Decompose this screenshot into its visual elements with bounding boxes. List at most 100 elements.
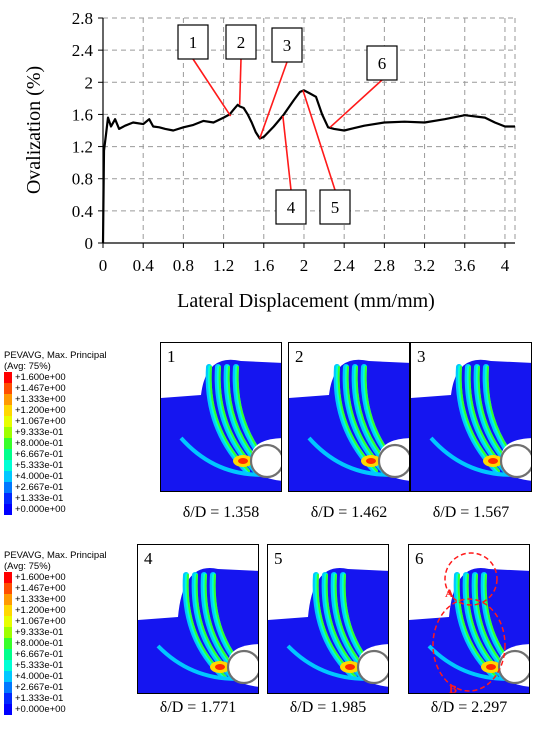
contour-panel: 2 [288, 342, 410, 492]
y-tick-label: 0 [85, 234, 94, 253]
x-tick-label: 1.2 [213, 256, 234, 275]
chart-series [101, 89, 515, 244]
panel-number: 5 [274, 549, 283, 568]
annotation-label: 6 [378, 54, 387, 73]
annotation-box [366, 45, 398, 81]
annotation-box [225, 24, 257, 60]
annotation-box [271, 27, 303, 63]
contour-panel: 3 [410, 342, 532, 492]
legend-entry: +9.333e-01 [4, 427, 154, 438]
region-circle-a [444, 552, 498, 606]
annotation-leader [329, 79, 383, 128]
legend-value: +2.667e-01 [15, 682, 64, 693]
legend-swatch [4, 394, 12, 405]
contour-panel: 1 [160, 342, 282, 492]
legend-value: +6.667e-01 [15, 449, 64, 460]
x-tick-label: 2.8 [374, 256, 395, 275]
x-tick-label: 0 [99, 256, 108, 275]
legend-swatch [4, 627, 12, 638]
panel-number: 1 [167, 347, 176, 366]
legend-entry: +5.333e-01 [4, 460, 154, 471]
legend-entry: +1.067e+00 [4, 616, 154, 627]
annotation-label: 1 [189, 33, 198, 52]
x-tick-label: 4 [501, 256, 510, 275]
y-tick-label: 0.8 [72, 170, 93, 189]
legend-title: PEVAVG, Max. Principal (Avg: 75%) [4, 550, 107, 572]
x-tick-label: 0.8 [173, 256, 194, 275]
pipe [249, 443, 281, 479]
y-axis-label: Ovalization (%) [23, 66, 45, 194]
annotation-leader [238, 58, 242, 105]
legend-entry: +0.000e+00 [4, 704, 154, 715]
legend-value: +9.333e-01 [15, 427, 64, 438]
legend-entry: +1.333e-01 [4, 693, 154, 704]
legend-swatch [4, 605, 12, 616]
legend-value: +8.000e-01 [15, 638, 64, 649]
pipe [226, 649, 258, 685]
annotation-label: 3 [283, 36, 292, 55]
legend-value: +2.667e-01 [15, 482, 64, 493]
legend-value: +1.333e-01 [15, 693, 64, 704]
annotation-leader [282, 115, 292, 191]
legend-entry: +1.200e+00 [4, 405, 154, 416]
legend-entry: +1.333e+00 [4, 594, 154, 605]
x-tick-label: 3.6 [454, 256, 475, 275]
y-tick-label: 2.4 [72, 41, 94, 60]
annotation-label: 5 [331, 198, 340, 217]
legend-title: PEVAVG, Max. Principal (Avg: 75%) [4, 350, 107, 372]
color-legend: PEVAVG, Max. Principal (Avg: 75%) +1.600e… [4, 550, 154, 715]
strain-hotspot [366, 458, 376, 464]
legend-value: +6.667e-01 [15, 649, 64, 660]
legend-entry: +6.667e-01 [4, 449, 154, 460]
chart-grid [103, 17, 516, 243]
strain-hotspot [488, 458, 498, 464]
legend-swatch [4, 572, 12, 583]
legend-value: +0.000e+00 [15, 704, 66, 715]
x-tick-label: 2.4 [334, 256, 356, 275]
legend-value: +1.067e+00 [15, 616, 66, 627]
y-tick-label: 1.2 [72, 138, 93, 157]
legend-entry: +1.333e-01 [4, 493, 154, 504]
annotation-box [275, 189, 307, 225]
contour-plot [138, 568, 258, 693]
strain-hotspot [486, 664, 496, 670]
legend-entry: +2.667e-01 [4, 682, 154, 693]
panel-number: 4 [144, 549, 153, 568]
x-tick-label: 2 [300, 256, 309, 275]
panel-caption: δ/D = 1.985 [289, 699, 367, 716]
legend-value: +0.000e+00 [15, 504, 66, 515]
chart-annotations: 1 2 3 4 5 6 [177, 24, 398, 225]
annotation-leader [259, 61, 288, 139]
legend-swatch [4, 460, 12, 471]
legend-entry: +1.600e+00 [4, 372, 154, 383]
legend-swatch [4, 405, 12, 416]
legend-value: +1.600e+00 [15, 572, 66, 583]
y-tick-label: 1.6 [72, 105, 93, 124]
legend-value: +9.333e-01 [15, 627, 64, 638]
legend-entry: +9.333e-01 [4, 627, 154, 638]
legend-swatch [4, 427, 12, 438]
legend-entry: +1.467e+00 [4, 383, 154, 394]
legend-swatch [4, 482, 12, 493]
legend-value: +5.333e-01 [15, 460, 64, 471]
legend-value: +5.333e-01 [15, 660, 64, 671]
y-tick-label: 2 [85, 73, 94, 92]
panel-caption: δ/D = 2.297 [430, 699, 508, 716]
legend-swatch [4, 438, 12, 449]
panel-caption: δ/D = 1.462 [310, 504, 388, 521]
y-tick-label: 2.8 [72, 9, 93, 28]
legend-entry: +1.333e+00 [4, 394, 154, 405]
panel-number: 2 [295, 347, 304, 366]
legend-entry: +0.000e+00 [4, 504, 154, 515]
x-axis-label: Lateral Displacement (mm/mm) [177, 290, 435, 312]
legend-value: +4.000e-01 [15, 471, 64, 482]
contour-panel: 4 [137, 544, 259, 694]
panel-caption: δ/D = 1.567 [432, 504, 510, 521]
legend-value: +1.333e+00 [15, 394, 66, 405]
annotation-leader [192, 58, 232, 117]
chart-axes: 0 0.4 0.8 1.2 1.6 2 2.4 2.8 3.2 3.6 4 0 0.4 0.8 1.2 1.6… [72, 9, 515, 275]
legend-entry: +1.600e+00 [4, 572, 154, 583]
contour-plot [289, 359, 409, 491]
legend-swatch [4, 649, 12, 660]
